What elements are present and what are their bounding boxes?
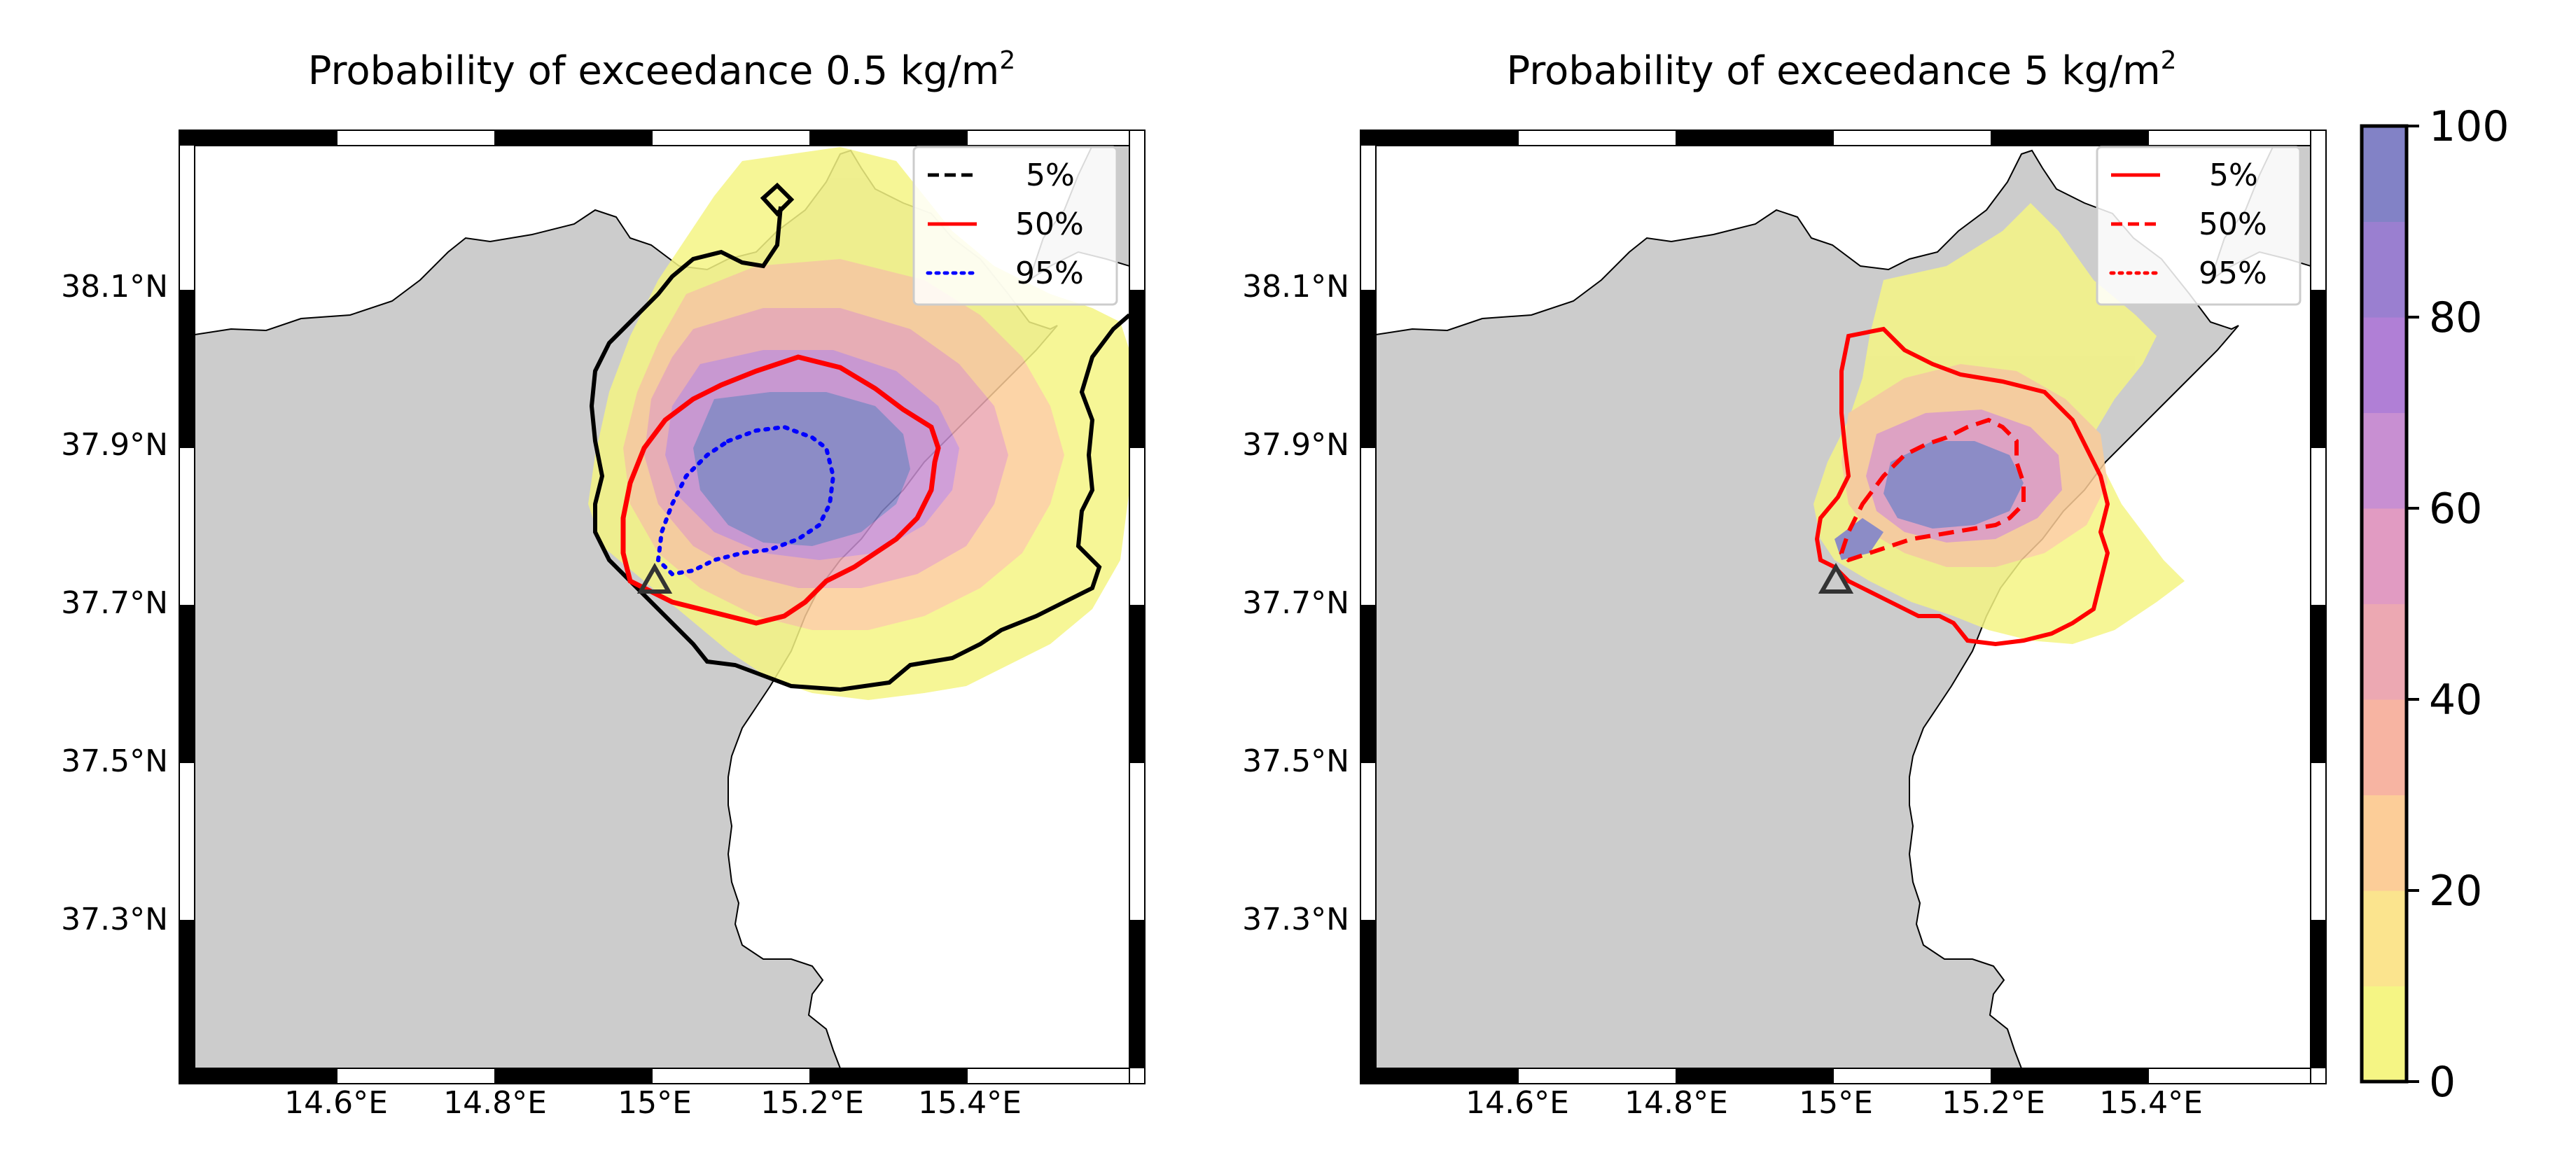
colorbar-band: [2362, 890, 2407, 986]
colorbar: 100 80 60 40 20 0: [2360, 102, 2509, 1107]
lon-tick-label: 15°E: [618, 1085, 692, 1121]
right-lat-tick-labels: 38.1°N 37.9°N 37.7°N 37.5°N 37.3°N: [1242, 269, 1349, 937]
colorbar-tick-label: 60: [2429, 484, 2482, 533]
lon-tick-label: 15.2°E: [760, 1085, 864, 1121]
left-vent-marker: [636, 562, 673, 594]
colorbar-band: [2362, 412, 2407, 509]
legend-label: 5%: [2209, 158, 2258, 193]
lon-tick-label: 14.8°E: [443, 1085, 547, 1121]
left-contour-50pct: [620, 354, 941, 626]
colorbar-band: [2362, 795, 2407, 891]
legend-label: 95%: [1015, 256, 1084, 291]
left-contour-5pct-island: [760, 182, 795, 217]
colorbar-tick-label: 20: [2429, 867, 2482, 916]
legend-label: 50%: [1015, 207, 1084, 242]
lat-tick-label: 37.5°N: [61, 743, 168, 779]
right-panel-title: Probability of exceedance 5 kg/m2: [1506, 46, 2176, 94]
lon-tick-label: 14.6°E: [1465, 1085, 1569, 1121]
right-legend: 5% 50% 95%: [2096, 146, 2302, 306]
colorbar-band: [2362, 603, 2407, 700]
colorbar-tick-label: 100: [2429, 102, 2509, 151]
colorbar-band: [2362, 317, 2407, 413]
lon-tick-label: 15.4°E: [2099, 1085, 2203, 1121]
left-contour-95pct: [655, 424, 836, 577]
left-map-border: [179, 130, 1146, 1084]
lon-tick-label: 14.6°E: [284, 1085, 388, 1121]
right-vent-marker: [1818, 562, 1854, 594]
right-contour-5pct: [1814, 326, 2110, 647]
lon-tick-label: 15°E: [1799, 1085, 1873, 1121]
left-lon-tick-labels: 14.6°E 14.8°E 15°E 15.2°E 15.4°E: [284, 1085, 1022, 1121]
right-contour-50pct: [1839, 417, 2026, 563]
colorbar-ticks: 100 80 60 40 20 0: [2407, 102, 2509, 1107]
colorbar-tick-label: 80: [2429, 293, 2482, 342]
lon-tick-label: 15.4°E: [918, 1085, 1022, 1121]
colorbar-tick-label: 0: [2429, 1058, 2456, 1107]
legend-label: 5%: [1026, 158, 1075, 193]
right-lon-tick-labels: 14.6°E 14.8°E 15°E 15.2°E 15.4°E: [1465, 1085, 2203, 1121]
lat-tick-label: 38.1°N: [1242, 269, 1349, 305]
colorbar-band: [2362, 126, 2407, 222]
right-map-border: [1360, 130, 2327, 1084]
lat-tick-label: 37.7°N: [1242, 585, 1349, 621]
right-probability-field: [1813, 203, 2185, 644]
left-contour-5pct: [589, 206, 1129, 692]
lat-tick-label: 37.7°N: [61, 585, 168, 621]
colorbar-band: [2362, 986, 2407, 1082]
colorbar-band: [2362, 221, 2407, 318]
lat-tick-label: 37.3°N: [61, 902, 168, 937]
left-legend: 5% 50% 95%: [912, 146, 1118, 306]
left-panel-title: Probability of exceedance 0.5 kg/m2: [308, 46, 1015, 94]
lat-tick-label: 37.3°N: [1242, 902, 1349, 937]
lat-tick-label: 37.9°N: [61, 427, 168, 463]
lat-tick-label: 37.9°N: [1242, 427, 1349, 463]
colorbar-band: [2362, 508, 2407, 604]
left-map-panel: Probability of exceedance 0.5 kg/m2: [61, 46, 1146, 1121]
legend-label: 95%: [2199, 256, 2267, 291]
left-lat-tick-labels: 38.1°N 37.9°N 37.7°N 37.5°N 37.3°N: [61, 269, 168, 937]
lon-tick-label: 15.2°E: [1942, 1085, 2045, 1121]
right-map-panel: Probability of exceedance 5 kg/m2: [1242, 46, 2327, 1121]
colorbar-frame: [2360, 124, 2409, 1084]
legend-label: 50%: [2199, 207, 2267, 242]
colorbar-tick-label: 40: [2429, 676, 2482, 725]
lat-tick-label: 38.1°N: [61, 269, 168, 305]
lat-tick-label: 37.5°N: [1242, 743, 1349, 779]
lon-tick-label: 14.8°E: [1624, 1085, 1728, 1121]
colorbar-band: [2362, 699, 2407, 795]
colorbar-bands: [2362, 126, 2407, 1082]
